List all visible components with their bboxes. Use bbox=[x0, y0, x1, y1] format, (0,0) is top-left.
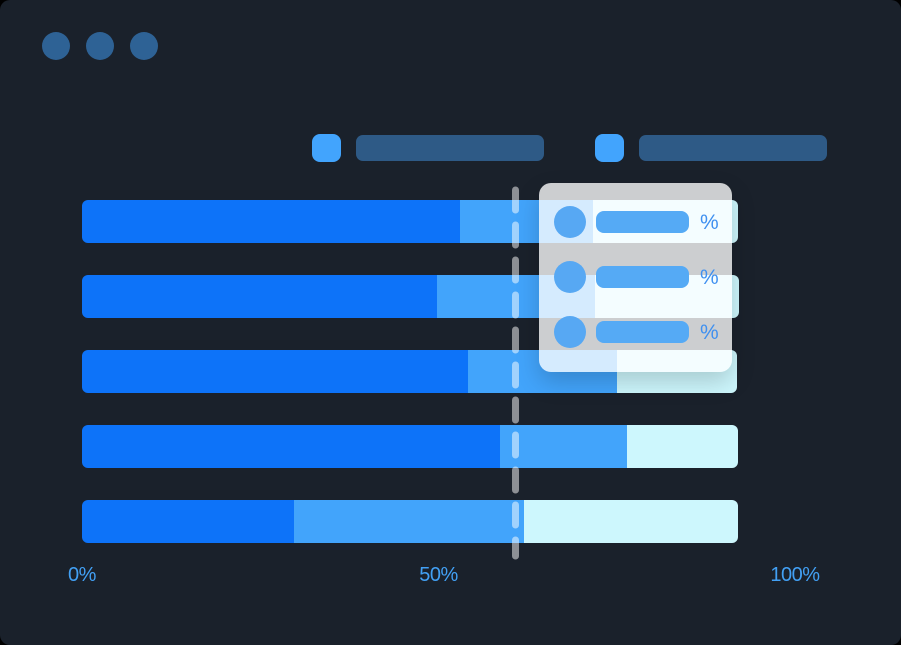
window-control-dot-1[interactable] bbox=[42, 32, 70, 60]
bar-segment-secondary[interactable] bbox=[499, 425, 627, 468]
bar-segment-primary[interactable] bbox=[82, 275, 438, 318]
tooltip-value-placeholder bbox=[596, 211, 689, 233]
stacked-bar-bar-5[interactable] bbox=[82, 500, 738, 543]
legend-label-placeholder bbox=[356, 135, 544, 161]
x-axis-tick-0pct: 0% bbox=[68, 564, 96, 586]
bar-segment-tertiary[interactable] bbox=[626, 425, 738, 468]
legend-label-placeholder bbox=[639, 135, 827, 161]
tooltip-row-1: % bbox=[539, 206, 732, 238]
stacked-bar-bar-4[interactable] bbox=[82, 425, 738, 468]
window-control-dot-3[interactable] bbox=[130, 32, 158, 60]
window-control-dot-2[interactable] bbox=[86, 32, 114, 60]
tooltip-value-placeholder bbox=[596, 321, 689, 343]
legend-item-series-1[interactable] bbox=[312, 134, 544, 162]
bar-segment-primary[interactable] bbox=[82, 425, 500, 468]
x-axis-tick-50pct: 50% bbox=[419, 564, 458, 586]
bar-segment-primary[interactable] bbox=[82, 350, 468, 393]
tooltip-percent-sign: % bbox=[700, 265, 719, 289]
x-axis-tick-100pct: 100% bbox=[770, 564, 820, 586]
tooltip-series-dot-icon bbox=[554, 316, 586, 348]
bar-segment-tertiary[interactable] bbox=[524, 500, 738, 543]
legend-swatch-icon bbox=[312, 134, 341, 162]
tooltip-row-3: % bbox=[539, 316, 732, 348]
tooltip-overlay: %%% bbox=[539, 183, 732, 372]
tooltip-row-2: % bbox=[539, 261, 732, 293]
tooltip-percent-sign: % bbox=[700, 210, 719, 234]
window-controls bbox=[42, 32, 158, 60]
tooltip-value-placeholder bbox=[596, 266, 689, 288]
legend-swatch-icon bbox=[595, 134, 624, 162]
chart-legend bbox=[312, 134, 827, 162]
bar-segment-secondary[interactable] bbox=[293, 500, 525, 543]
tooltip-percent-sign: % bbox=[700, 320, 719, 344]
stacked-bar-bar-3[interactable] bbox=[82, 350, 738, 393]
tooltip-series-dot-icon bbox=[554, 261, 586, 293]
tooltip-series-dot-icon bbox=[554, 206, 586, 238]
legend-item-series-2[interactable] bbox=[595, 134, 827, 162]
bar-segment-primary[interactable] bbox=[82, 500, 294, 543]
bar-segment-primary[interactable] bbox=[82, 200, 460, 243]
